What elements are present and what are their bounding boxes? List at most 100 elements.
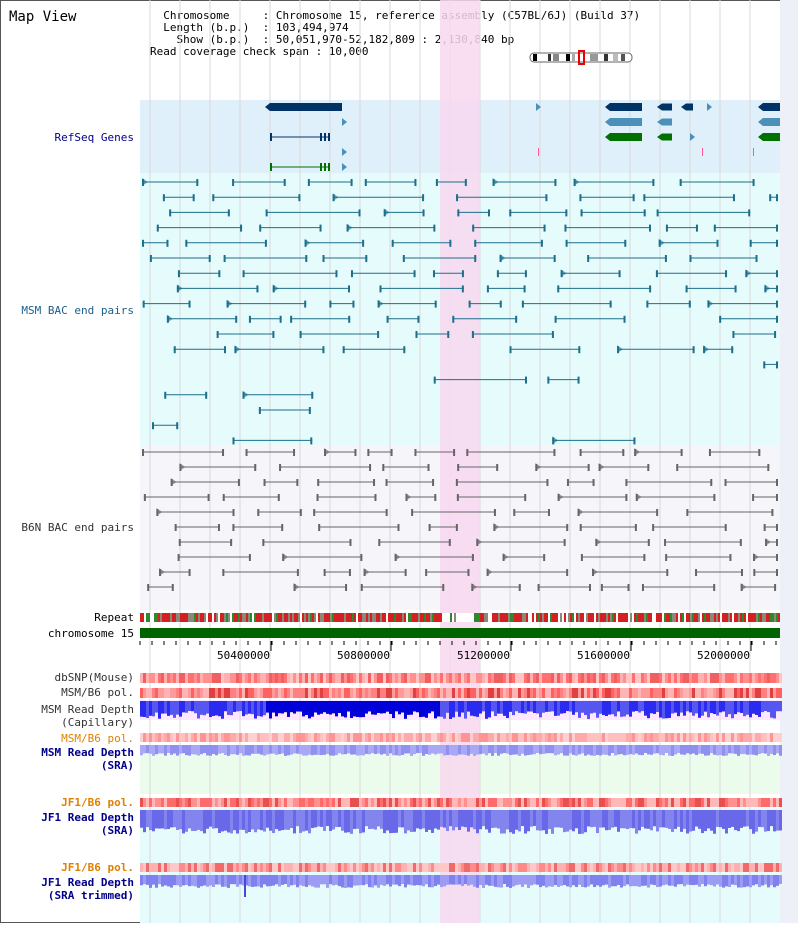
dbsnp-heat-cell	[704, 673, 707, 683]
repeat-segment	[304, 613, 306, 622]
msm-b6-pol-sra-heat-cell	[656, 733, 659, 742]
jf1-depth-trim-bar	[476, 875, 479, 888]
jf1-depth-sra-bar	[617, 810, 620, 832]
msm-depth-sra-bar	[428, 745, 431, 755]
msm-b6-pol-sra-heat-cell	[779, 733, 782, 742]
jf1-depth-trim-bar	[341, 875, 344, 888]
jf1-depth-trim-bar	[311, 875, 314, 887]
jf1-depth-sra-bar	[335, 810, 338, 828]
jf1-b6-pol-trim-heat-cell	[167, 863, 170, 872]
dbsnp-heat-cell	[167, 673, 170, 683]
msm-bac-pair-end	[308, 407, 311, 414]
jf1-b6-pol-heat-cell	[302, 798, 305, 807]
repeat-segment	[724, 613, 726, 622]
b6n-bac-pair-arrow	[293, 583, 300, 591]
msm-depth-sra-bar	[221, 745, 224, 754]
msm-bac-pair-end	[156, 224, 159, 232]
jf1-depth-sra-bar	[140, 810, 143, 828]
b6n-bac-pair-end	[453, 449, 456, 456]
msm-bac-pair-end	[748, 209, 751, 217]
msm-b6-pol-sra-heat-cell	[377, 733, 380, 742]
msm-bac-pair-arrow	[272, 284, 279, 293]
jf1-b6-pol-trim-heat-cell	[335, 863, 338, 872]
msm-depth-sra-bar	[302, 745, 305, 756]
msm-depth-cap-bar	[209, 701, 212, 718]
jf1-depth-trim-bar	[614, 875, 617, 887]
repeat-segment	[554, 613, 556, 622]
msm-b6-pol-heat-cell	[515, 688, 518, 698]
msm-depth-sra-bar	[722, 745, 725, 756]
b6n-bac-pair-end	[349, 539, 352, 546]
msm-depth-cap-bar	[458, 701, 461, 717]
repeat-segment	[310, 613, 312, 622]
msm-depth-cap-bar	[389, 701, 392, 714]
b6n-bac-pair-arrow	[394, 553, 401, 561]
msm-depth-cap-bar	[740, 701, 743, 713]
jf1-b6-pol-heat-cell	[239, 798, 242, 807]
b6n-bac-pair-end	[579, 449, 582, 456]
jf1-b6-pol-trim-heat-cell	[281, 863, 284, 872]
msm-b6-pol-heat-cell	[494, 688, 497, 698]
msm-depth-sra-bar	[632, 745, 635, 755]
msm-depth-cap-bar	[308, 701, 311, 719]
jf1-read-depth-sra-trimmed-label: JF1 Read Depth (SRA trimmed)	[41, 876, 134, 902]
msm-b6-pol-heat-cell	[179, 688, 182, 698]
msm-depth-cap-bar	[710, 701, 713, 714]
jf1-depth-sra-bar	[161, 810, 164, 829]
msm-depth-cap-bar	[293, 701, 296, 714]
repeat-segment	[566, 613, 568, 622]
b6n-bac-pair-end	[708, 449, 711, 456]
b6n-bac-pair-end	[262, 539, 265, 546]
msm-depth-cap-bar	[644, 701, 647, 716]
jf1-depth-trim-bar	[236, 875, 239, 887]
jf1-depth-trim-bar	[161, 875, 164, 887]
msm-b6-pol-heat-cell	[698, 688, 701, 698]
msm-depth-cap-bar	[716, 701, 719, 716]
jf1-b6-pol-trim-heat-cell	[413, 863, 416, 872]
msm-b6-pol-sra-heat-cell	[206, 733, 209, 742]
msm-b6-pol-sra-heat-cell	[710, 733, 713, 742]
b6n-bac-pair-arrow	[595, 538, 602, 546]
msm-bac-pair-end	[749, 239, 752, 247]
gene-block	[763, 118, 780, 126]
jf1-b6-pol-heat-cell	[191, 798, 194, 807]
msm-depth-sra-bar	[776, 745, 779, 754]
msm-depth-cap-bar	[734, 701, 737, 715]
msm-b6-pol-heat-cell	[410, 688, 413, 698]
jf1-b6-pol-heat-cell	[539, 798, 542, 807]
repeat-segment	[336, 613, 338, 622]
msm-bac-pair-end	[665, 224, 668, 232]
jf1-depth-sra-bar	[731, 810, 734, 827]
dbsnp-heat-cell	[515, 673, 518, 683]
jf1-depth-trim-bar	[287, 875, 290, 888]
msm-bac-pair-end	[499, 300, 502, 308]
jf1-depth-sra-bar	[158, 810, 161, 829]
msm-depth-cap-bar	[449, 701, 452, 719]
repeat-segment	[582, 613, 584, 622]
msm-b6-pol-sra-heat-cell	[284, 733, 287, 742]
b6n-bac-pair-end	[248, 554, 251, 561]
repeat-segment	[714, 613, 716, 622]
msm-bac-pair-end	[623, 315, 626, 323]
jf1-depth-sra-bar	[323, 810, 326, 831]
msm-depth-sra-bar	[587, 745, 590, 755]
msm-bac-pair-end	[461, 270, 464, 278]
dbsnp-heat-cell	[284, 673, 287, 683]
jf1-b6-pol-heat-cell	[215, 798, 218, 807]
b6n-bac-pair-arrow	[765, 538, 772, 546]
msm-depth-cap-bar	[704, 701, 707, 712]
jf1-depth-trim-bar	[374, 875, 377, 886]
msm-depth-cap-bar	[713, 701, 716, 715]
repeat-segment	[760, 613, 762, 622]
msm-b6-pol-heat-cell	[155, 688, 158, 698]
jf1-b6-pol-heat-cell	[185, 798, 188, 807]
msm-bac-pair-end	[732, 194, 735, 202]
b6n-bac-pair-end	[466, 449, 469, 456]
msm-depth-cap-bar	[620, 701, 623, 717]
msm-b6-pol-sra-heat-cell	[713, 733, 716, 742]
msm-b6-pol-sra-heat-cell	[416, 733, 419, 742]
b6n-bac-pair-arrow	[179, 463, 186, 471]
b6n-bac-pair-end	[513, 509, 516, 516]
msm-b6-pol-sra-heat-cell	[473, 733, 476, 742]
